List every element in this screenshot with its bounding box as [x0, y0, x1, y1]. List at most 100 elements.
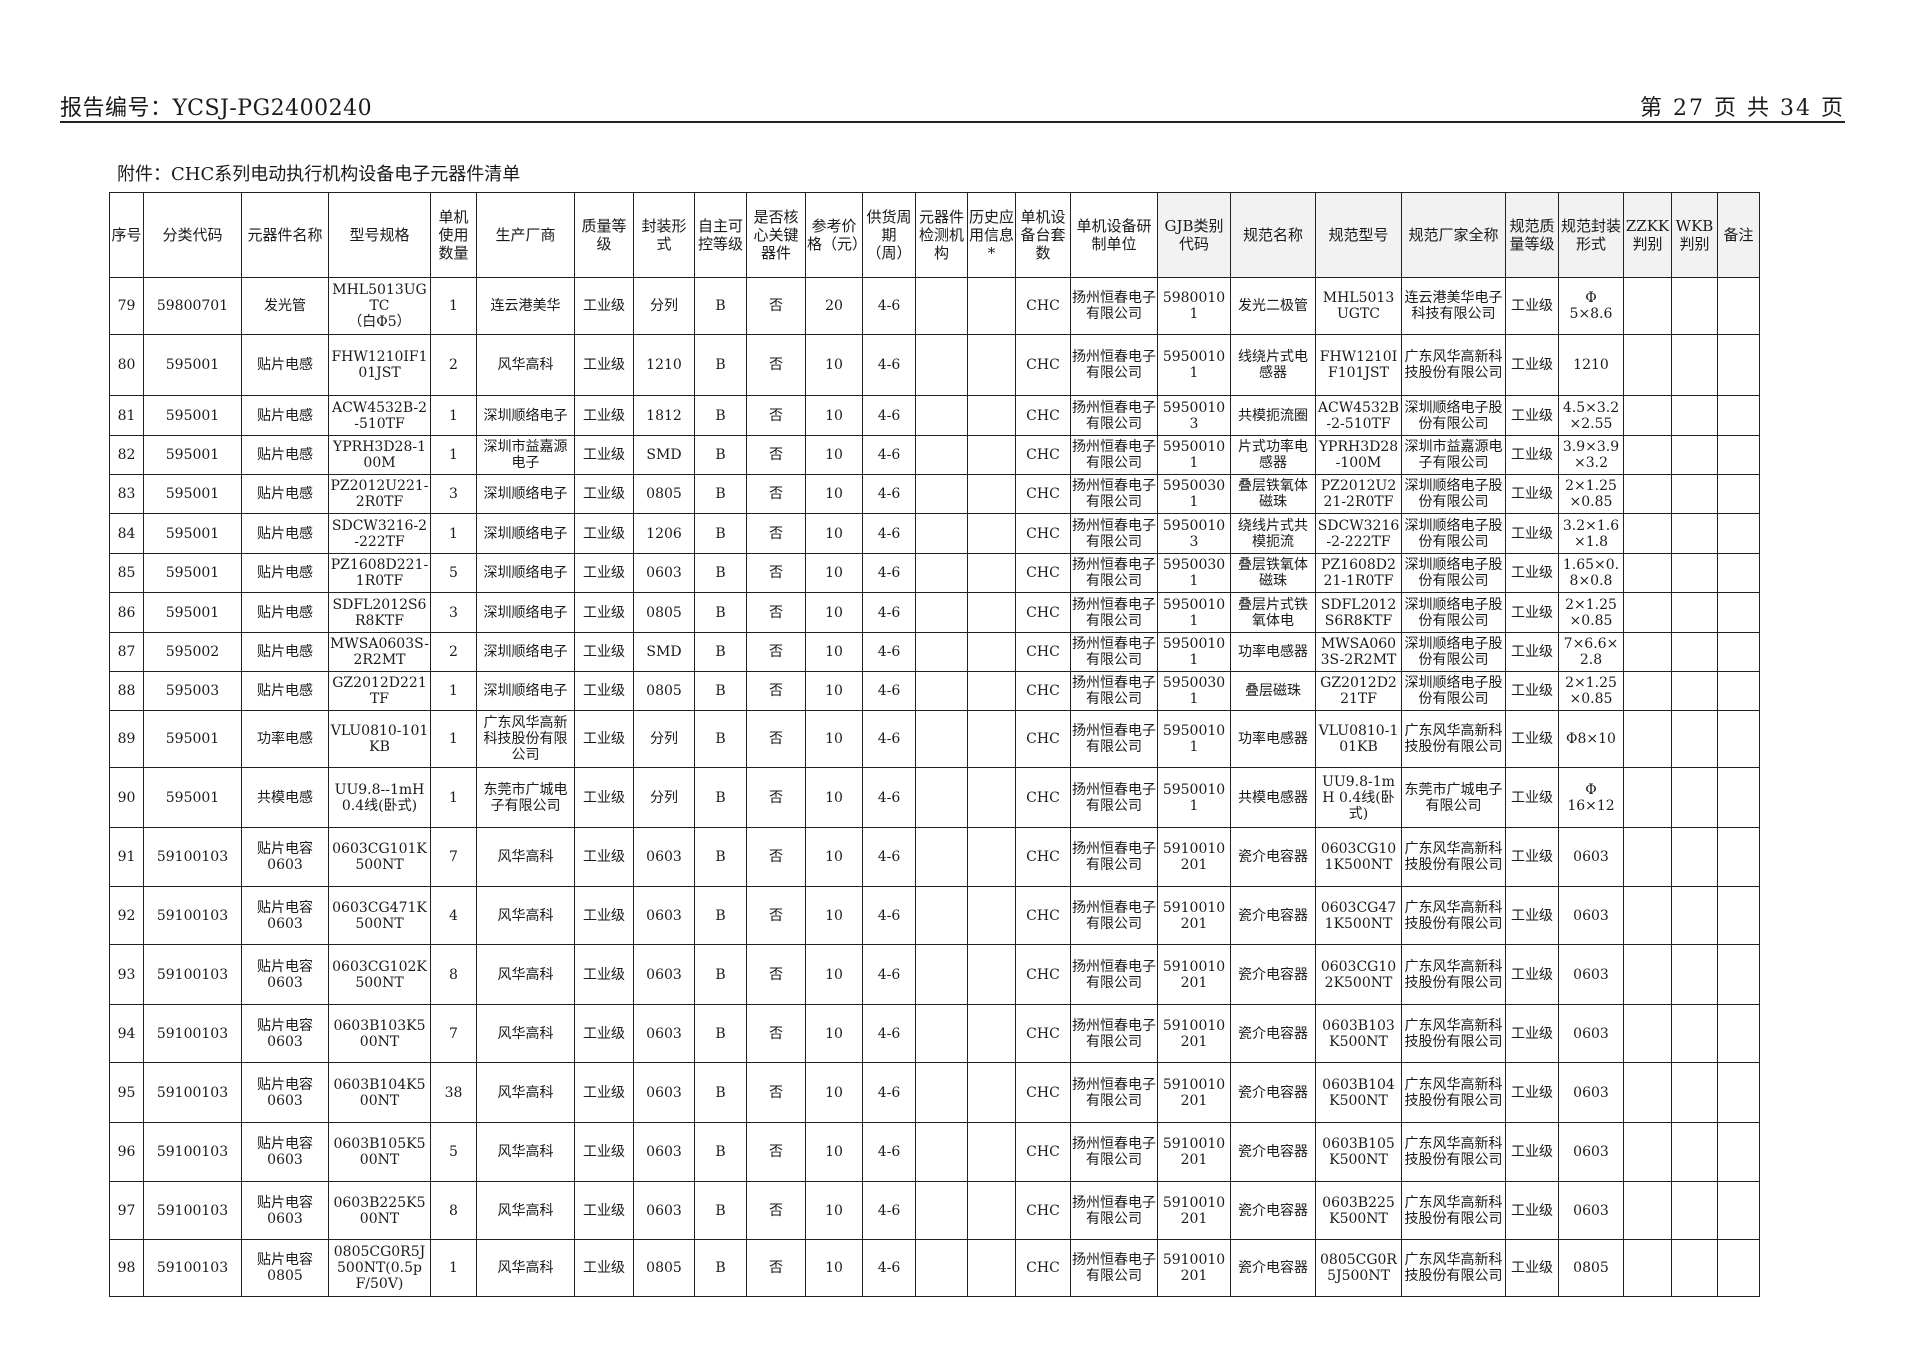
table-cell: 5910010201 [1157, 827, 1231, 887]
table-cell: 595001 [143, 474, 242, 514]
table-cell: B [694, 1239, 747, 1297]
table-cell: 4-6 [862, 671, 916, 711]
table-cell: 10 [805, 886, 863, 945]
table-cell [915, 1239, 968, 1297]
table-cell [915, 767, 968, 828]
table-row: 92 59100103 贴片电容 0603 0603CG471K500NT 4 风华高科工… [109, 886, 1760, 945]
table-cell: 4-6 [862, 334, 916, 396]
table-cell: 84 [109, 513, 144, 554]
table-cell: 88 [109, 671, 144, 711]
table-cell [1671, 1239, 1718, 1297]
column-header: 型号规格 [328, 192, 431, 278]
table-cell: 0603CG101K500NT [328, 827, 431, 887]
table-cell: 0603B104K500NT [328, 1062, 431, 1123]
table-cell: 瓷介电容器 [1230, 1004, 1316, 1063]
column-header: 规范型号 [1315, 192, 1402, 278]
table-cell: 工业级 [574, 944, 634, 1005]
table-cell: YPRH3D28-100M [1315, 435, 1402, 475]
table-cell: 发光管 [241, 277, 329, 335]
table-cell [1717, 474, 1760, 514]
table-cell: 否 [746, 277, 806, 335]
table-cell: 4-6 [862, 553, 916, 593]
table-cell: 59500101 [1157, 334, 1231, 396]
table-cell [915, 671, 968, 711]
table-cell: 广东风华高新科技股份有限公司 [1401, 334, 1506, 396]
table-cell: 4-6 [862, 1062, 916, 1123]
table-cell: 贴片电感 [241, 671, 329, 711]
table-cell: CHC [1015, 277, 1071, 335]
table-cell: 扬州恒春电子有限公司 [1070, 1239, 1158, 1297]
table-cell [1671, 710, 1718, 768]
table-cell: 10 [805, 827, 863, 887]
table-cell: 10 [805, 1122, 863, 1182]
table-cell [1671, 592, 1718, 633]
table-cell: 0805 [633, 474, 695, 514]
table-cell: 595001 [143, 435, 242, 475]
table-cell: 工业级 [1505, 944, 1559, 1005]
table-cell: 59100103 [143, 827, 242, 887]
table-cell: 4 [430, 886, 477, 945]
table-cell: 深圳顺络电子 [476, 474, 575, 514]
table-cell: 工业级 [1505, 827, 1559, 887]
table-cell: 94 [109, 1004, 144, 1063]
column-header: 序号 [109, 192, 144, 278]
table-cell: 82 [109, 435, 144, 475]
table-cell [967, 1239, 1016, 1297]
table-cell: PZ2012U221-2R0TF [328, 474, 431, 514]
table-cell: 98 [109, 1239, 144, 1297]
table-cell: 贴片电容 0805 [241, 1239, 329, 1297]
table-cell: 3.9×3.9×3.2 [1558, 435, 1624, 475]
table-cell: 1812 [633, 395, 695, 436]
table-cell: 59500103 [1157, 395, 1231, 436]
table-cell: 风华高科 [476, 1004, 575, 1063]
table-row: 84 595001 贴片电感 SDCW3216-2-222TF 1 深圳顺络电子 工业级 12… [109, 513, 1760, 554]
table-cell: PZ1608D221-1R0TF [1315, 553, 1402, 593]
table-cell: B [694, 944, 747, 1005]
table-cell: 80 [109, 334, 144, 396]
table-cell: 瓷介电容器 [1230, 1062, 1316, 1123]
table-cell: 10 [805, 1004, 863, 1063]
table-cell [1623, 767, 1672, 828]
table-row: 90 595001 共模电感 UU9.8--1mH 0.4线(卧式) 1 东莞市广城电子有… [109, 767, 1760, 828]
table-cell [1623, 435, 1672, 475]
table-cell: 工业级 [574, 513, 634, 554]
table-cell [967, 435, 1016, 475]
table-cell: 2×1.25×0.85 [1558, 671, 1624, 711]
table-cell: 10 [805, 710, 863, 768]
table-cell [967, 632, 1016, 672]
column-header: 分类代码 [143, 192, 242, 278]
table-cell [1623, 395, 1672, 436]
table-cell: 深圳顺络电子 [476, 553, 575, 593]
table-cell: 4-6 [862, 1181, 916, 1240]
table-cell [915, 1004, 968, 1063]
table-cell: 10 [805, 395, 863, 436]
table-cell: CHC [1015, 886, 1071, 945]
table-cell: 工业级 [574, 710, 634, 768]
table-cell [1671, 435, 1718, 475]
table-cell: 0603 [633, 553, 695, 593]
table-cell: 0603B225K500NT [328, 1181, 431, 1240]
column-header: 元器件名称 [241, 192, 329, 278]
table-cell: 工业级 [1505, 592, 1559, 633]
table-cell: CHC [1015, 1239, 1071, 1297]
report-number: 报告编号：YCSJ-PG2400240 [60, 96, 373, 121]
table-cell [1623, 553, 1672, 593]
table-cell [1623, 671, 1672, 711]
table-header-row: 序号 分类代码 元器件名称 型号规格 单机使用数量 生产厂商 质量等级 封装形式 自主可控等级是… [109, 192, 1760, 278]
table-cell: SDCW3216-2-222TF [1315, 513, 1402, 554]
table-cell: 59100103 [143, 1122, 242, 1182]
table-cell: 东莞市广城电子有限公司 [1401, 767, 1506, 828]
table-cell: 否 [746, 474, 806, 514]
table-row: 89 595001 功率电感 VLU0810-101KB 1 广东风华高新科技股份有限公司… [109, 710, 1760, 768]
table-cell: 叠层铁氧体磁珠 [1230, 474, 1316, 514]
table-cell: 扬州恒春电子有限公司 [1070, 277, 1158, 335]
table-cell: B [694, 710, 747, 768]
table-cell [967, 1122, 1016, 1182]
table-row: 80 595001 贴片电感 FHW1210IF101JST 2 风华高科 工业级 1210 B… [109, 334, 1760, 396]
table-cell [1717, 513, 1760, 554]
table-cell: 工业级 [574, 886, 634, 945]
table-cell [967, 553, 1016, 593]
table-cell: SDFL2012S6R8KTF [1315, 592, 1402, 633]
table-cell [1717, 395, 1760, 436]
table-row: 91 59100103 贴片电容 0603 0603CG101K500NT 7 风华高科工… [109, 827, 1760, 887]
